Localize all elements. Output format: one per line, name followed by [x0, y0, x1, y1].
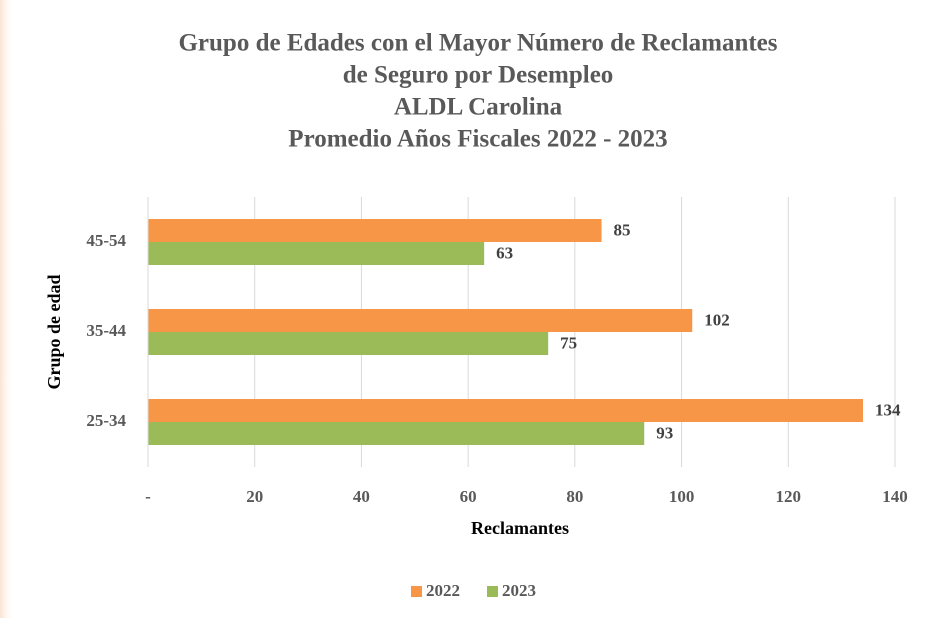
x-axis-label: Reclamantes — [471, 518, 569, 538]
data-label: 75 — [560, 333, 577, 352]
bar — [148, 332, 549, 355]
x-tick-label: 140 — [882, 487, 908, 506]
legend-swatch — [487, 586, 498, 597]
x-tick-label: 80 — [566, 487, 583, 506]
bar — [148, 242, 485, 265]
data-label: 134 — [875, 400, 901, 419]
x-tick-label: 40 — [353, 487, 370, 506]
x-tick-label: 120 — [776, 487, 802, 506]
x-tick-label: 60 — [460, 487, 477, 506]
chart-title: Promedio Años Fiscales 2022 - 2023 — [288, 126, 667, 153]
bar — [148, 309, 693, 332]
bar — [148, 399, 863, 422]
chart-title: Grupo de Edades con el Mayor Número de R… — [178, 30, 777, 57]
legend-swatch — [411, 586, 422, 597]
data-label: 102 — [704, 310, 730, 329]
chart-title: de Seguro por Desempleo — [343, 62, 614, 89]
bar — [148, 219, 602, 242]
data-label: 85 — [614, 220, 631, 239]
chart-title: ALDL Carolina — [394, 94, 563, 121]
data-label: 63 — [496, 243, 513, 262]
x-tick-label: - — [145, 487, 151, 506]
y-axis-label: Grupo de edad — [44, 274, 64, 389]
bar — [148, 422, 645, 445]
legend-label: 2023 — [502, 581, 536, 600]
y-tick-label: 45-54 — [86, 231, 126, 250]
edge-shade — [0, 0, 14, 618]
x-tick-label: 20 — [246, 487, 263, 506]
legend-label: 2022 — [426, 581, 460, 600]
x-tick-label: 100 — [669, 487, 695, 506]
y-tick-label: 35-44 — [86, 321, 126, 340]
data-label: 93 — [656, 423, 673, 442]
y-tick-label: 25-34 — [86, 411, 126, 430]
